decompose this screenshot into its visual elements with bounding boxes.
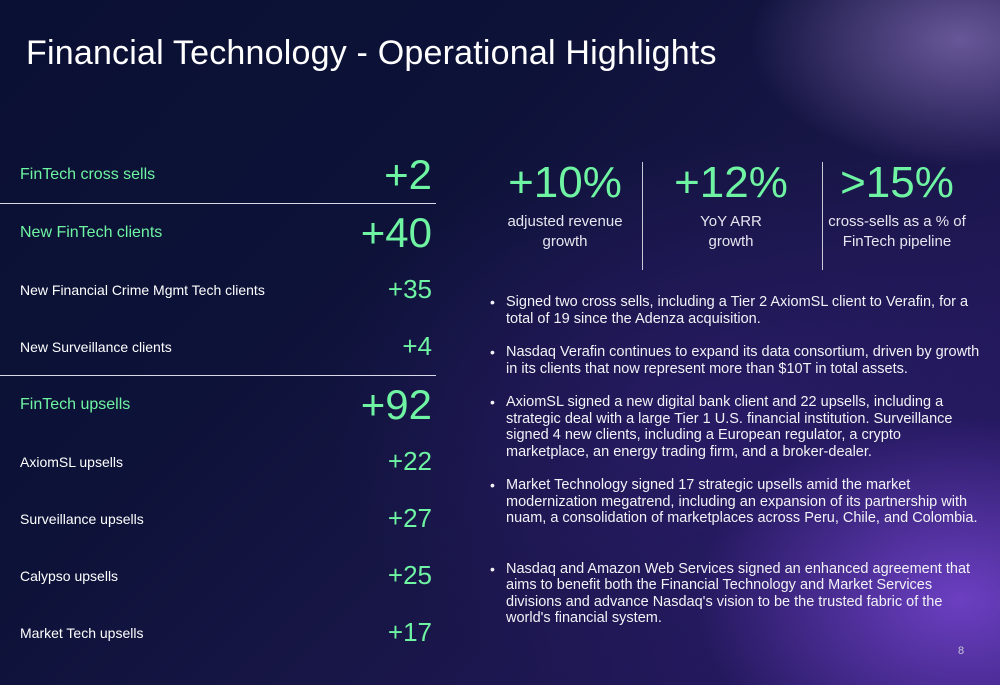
vertical-divider (642, 162, 643, 270)
metric-value: +92 (360, 380, 432, 428)
metric-row-calypso: Calypso upsells +25 (0, 547, 436, 604)
divider (0, 203, 436, 204)
stat-value: +12% (674, 158, 788, 207)
metric-row-surveillance-upsells: Surveillance upsells +27 (0, 490, 436, 547)
metric-row-market-tech: Market Tech upsells +17 (0, 604, 436, 661)
list-item: • Nasdaq Verafin continues to expand its … (484, 344, 984, 377)
stat-caption: YoY ARR (700, 213, 762, 230)
list-item: • Nasdaq and Amazon Web Services signed a… (484, 561, 984, 627)
bullet-icon: • (490, 560, 495, 577)
metric-row-new-clients: New FinTech clients +40 (0, 204, 436, 261)
list-item: • Signed two cross sells, including a Tie… (484, 294, 984, 327)
stat-caption: growth (708, 233, 754, 250)
metric-label: FinTech cross sells (20, 165, 156, 183)
bullet-text: Nasdaq and Amazon Web Services signed an… (506, 560, 971, 627)
metric-label: Market Tech upsells (20, 624, 144, 641)
metric-label: New Financial Crime Mgmt Tech clients (20, 281, 265, 298)
metric-label: AxiomSL upsells (20, 453, 123, 470)
highlights-list: • Signed two cross sells, including a Tie… (484, 294, 984, 644)
stat-caption: cross-sells as a % of (828, 213, 966, 230)
metric-label: Surveillance upsells (20, 510, 144, 527)
metric-row-cross-sells: FinTech cross sells +2 (0, 146, 436, 203)
metric-row-surveillance-clients: New Surveillance clients +4 (0, 318, 436, 375)
growth-stats: +10% adjusted revenue growth +12% YoY AR… (475, 158, 985, 270)
bullet-text: Signed two cross sells, including a Tier… (506, 294, 969, 327)
stat-caption: adjusted revenue (507, 213, 623, 230)
metric-value: +40 (360, 208, 432, 256)
bullet-text: Market Technology signed 17 strategic up… (506, 477, 978, 526)
metric-label: New Surveillance clients (20, 338, 172, 355)
stat-caption: FinTech pipeline (842, 233, 952, 250)
metric-value: +27 (387, 503, 432, 533)
metric-row-axiomsl: AxiomSL upsells +22 (0, 433, 436, 490)
metric-label: FinTech upsells (20, 395, 131, 413)
stat-value: +10% (508, 158, 622, 207)
stat-arr-growth: +12% YoY ARR growth (646, 158, 816, 252)
metric-value: +17 (387, 617, 432, 647)
vertical-divider (822, 162, 823, 270)
stat-cross-sells-pipeline: >15% cross-sells as a % of FinTech pipel… (812, 158, 982, 252)
metric-value: +25 (387, 560, 432, 590)
metric-label: Calypso upsells (20, 567, 119, 584)
metric-row-fin-crime: New Financial Crime Mgmt Tech clients +3… (0, 261, 436, 318)
bullet-icon: • (490, 294, 495, 310)
metric-row-upsells: FinTech upsells +92 (0, 376, 436, 433)
divider (0, 375, 436, 376)
bullet-text: Nasdaq Verafin continues to expand its d… (506, 344, 980, 377)
bullet-icon: • (490, 477, 495, 493)
metric-value: +35 (387, 274, 432, 304)
stat-revenue-growth: +10% adjusted revenue growth (480, 158, 650, 252)
page-title: Financial Technology - Operational Highl… (26, 34, 717, 72)
page-number: 8 (958, 645, 965, 657)
stat-caption: growth (542, 233, 588, 250)
metric-value: +22 (387, 446, 432, 476)
bullet-text: AxiomSL signed a new digital bank client… (506, 394, 953, 460)
metrics-panel: FinTech cross sells +2 New FinTech clien… (0, 146, 436, 661)
bullet-icon: • (490, 394, 495, 410)
metric-value: +2 (384, 150, 432, 198)
list-item: • AxiomSL signed a new digital bank clien… (484, 394, 984, 460)
list-item: • Market Technology signed 17 strategic u… (484, 477, 984, 527)
metric-label: New FinTech clients (20, 223, 163, 241)
bullet-icon: • (490, 344, 495, 360)
stat-value: >15% (840, 158, 954, 207)
metric-value: +4 (402, 331, 432, 361)
